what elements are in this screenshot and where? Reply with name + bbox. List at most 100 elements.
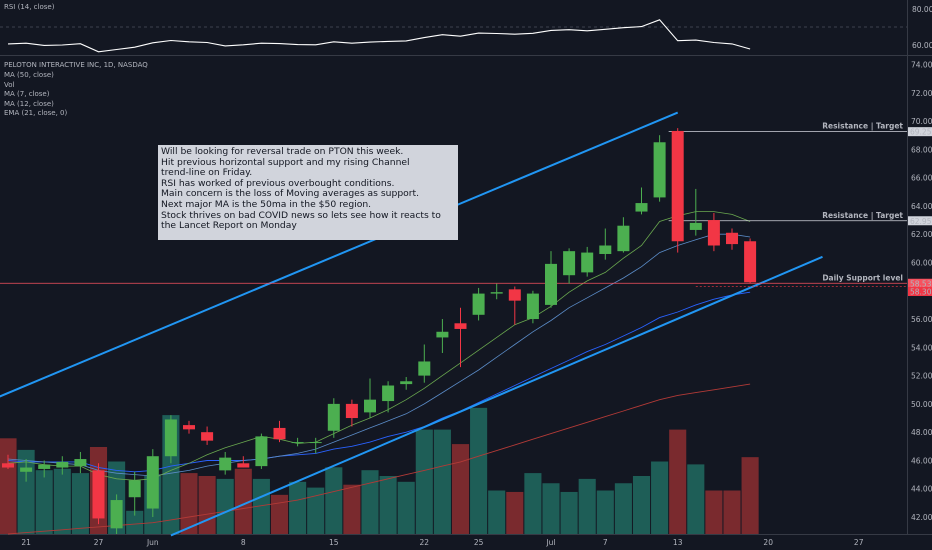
volume-bar	[614, 483, 632, 534]
candle-body	[219, 457, 232, 471]
note-line: Main concern is the loss of Moving avera…	[161, 188, 420, 200]
rsi-tick-label: 80.00	[912, 5, 932, 14]
candle-body	[744, 241, 757, 283]
candle-body	[671, 130, 684, 242]
support-level-label: Daily Support level	[822, 273, 903, 282]
note-line: Stock thrives on bad COVID news so lets …	[161, 209, 441, 221]
candle-body	[146, 456, 159, 509]
note-line: trend-line on Friday.	[161, 167, 253, 179]
volume-bar	[53, 468, 71, 534]
volume-bar	[669, 429, 687, 534]
candle-body	[183, 425, 195, 430]
candle-body	[617, 225, 630, 252]
symbol-title: PELOTON INTERACTIVE INC, 1D, NASDAQ	[4, 61, 148, 69]
candle-body	[128, 480, 141, 498]
candle-body	[689, 222, 702, 230]
candle-body	[400, 381, 413, 385]
candle-body	[74, 459, 87, 467]
candle-body	[635, 203, 648, 212]
ma12-line	[7, 233, 751, 477]
volume-bar	[596, 490, 614, 534]
candle-body	[92, 470, 105, 519]
time-tick-label: Jun	[146, 538, 159, 547]
volume-bar	[687, 464, 705, 534]
candle-body	[726, 232, 738, 245]
volume-bar	[198, 476, 216, 534]
candle-body	[309, 442, 322, 444]
volume-bar	[35, 470, 53, 534]
price-tick-label: 72.00	[911, 89, 932, 98]
price-tick-label: 50.00	[911, 400, 932, 409]
candle-body	[327, 403, 340, 431]
candle-body	[545, 263, 557, 305]
volume-bar	[379, 476, 397, 534]
ma7-line	[7, 211, 751, 481]
volume-bar	[234, 468, 252, 534]
candle-body	[599, 245, 612, 254]
volume-bar	[741, 457, 759, 534]
candle-body	[454, 323, 467, 329]
volume-bar	[542, 483, 560, 534]
candle-body	[563, 251, 576, 276]
note-line: Will be looking for reversal trade on PT…	[161, 146, 404, 157]
note-line: Hit previous horizontal support and my r…	[161, 156, 410, 168]
volume-bar	[0, 438, 17, 534]
price-tick-label: 54.00	[911, 343, 932, 352]
volume-bar	[470, 407, 488, 534]
volume-bar	[289, 481, 307, 534]
rsi-tick-label: 60.00	[912, 41, 932, 50]
candle-body	[201, 432, 214, 441]
volume-bar	[723, 490, 741, 534]
price-tag-bg	[908, 287, 932, 297]
note-line: the Lancet Report on Monday	[161, 220, 297, 232]
price-tick-label: 44.00	[911, 485, 932, 494]
time-tick-label: 25	[474, 538, 484, 547]
note-line: RSI has worked of previous overbought co…	[161, 177, 395, 189]
price-tag-bg	[908, 278, 932, 288]
time-tick-label: Jul	[545, 538, 555, 547]
price-tag-bg	[908, 127, 932, 137]
candle-body	[2, 463, 14, 468]
candle-body	[472, 293, 485, 315]
candle-body	[490, 292, 503, 294]
channel-lower-trendline	[170, 255, 823, 537]
candle-body	[291, 442, 304, 444]
annotation-note[interactable]: Will be looking for reversal trade on PT…	[158, 145, 458, 240]
volume-bar	[506, 491, 524, 534]
candle-body	[345, 403, 358, 419]
price-tick-label: 56.00	[911, 315, 932, 324]
volume-bar	[451, 444, 470, 534]
ma50-line	[7, 383, 751, 535]
rsi-label: RSI (14, close)	[4, 3, 55, 11]
price-tick-label: 42.00	[911, 513, 932, 522]
price-tick-label: 68.00	[911, 145, 932, 154]
candle-body	[255, 436, 268, 467]
candle-body	[164, 419, 177, 457]
price-tick-label: 70.00	[911, 117, 932, 126]
price-tick-label: 62.00	[911, 230, 932, 239]
volume-bar	[705, 490, 723, 534]
candle-body	[38, 464, 51, 469]
price-tick-label: 46.00	[911, 456, 932, 465]
volume-bar	[578, 478, 596, 534]
volume-bar	[307, 487, 325, 534]
candle-body	[364, 399, 376, 413]
time-tick-label: 27	[94, 538, 104, 547]
volume-bar	[632, 476, 651, 534]
time-tick-label: 27	[854, 538, 864, 547]
volume-bar	[433, 429, 451, 534]
volume-bar	[397, 481, 415, 534]
volume-bar	[71, 473, 89, 534]
candle-body	[418, 361, 431, 376]
candle-body	[20, 467, 33, 472]
price-tick-label: 74.00	[911, 60, 932, 69]
price-tag-bg	[908, 216, 932, 226]
resistance-level-label: Resistance | Target	[822, 211, 903, 221]
volume-bar	[651, 461, 669, 534]
volume-bar	[361, 470, 379, 534]
volume-bar	[488, 490, 506, 534]
time-tick-label: 13	[673, 538, 683, 547]
candle-body	[273, 427, 286, 440]
price-tick-label: 60.00	[911, 258, 932, 267]
